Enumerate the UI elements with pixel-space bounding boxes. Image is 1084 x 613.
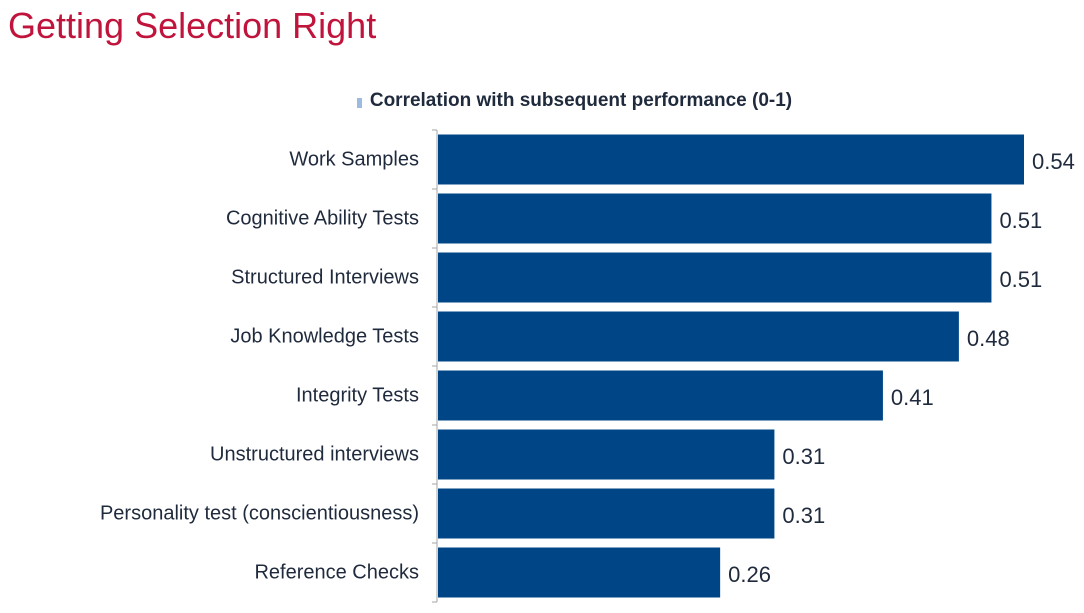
- data-label: 0.51: [999, 267, 1042, 292]
- category-label: Unstructured interviews: [210, 444, 419, 466]
- y-axis: [432, 129, 438, 603]
- data-label: 0.31: [782, 503, 825, 528]
- slide-title: Getting Selection Right: [8, 5, 377, 46]
- data-label: 0.51: [999, 208, 1042, 233]
- data-label: 0.41: [891, 385, 934, 410]
- category-label: Work Samples: [289, 149, 419, 171]
- data-label: 0.54: [1032, 149, 1075, 174]
- category-label: Reference Checks: [254, 562, 419, 584]
- bar: [438, 134, 1024, 185]
- category-labels: Work Samples Cognitive Ability Tests Struc…: [100, 149, 419, 584]
- bar: [438, 193, 992, 244]
- bar: [438, 429, 775, 480]
- data-label: 0.48: [967, 326, 1010, 351]
- bars: [438, 134, 1024, 598]
- data-label: 0.31: [782, 444, 825, 469]
- category-label: Job Knowledge Tests: [230, 326, 419, 348]
- chart-title-text: Correlation with subsequent performance …: [369, 90, 793, 111]
- data-label: 0.26: [728, 562, 771, 587]
- category-label: Personality test (conscientiousness): [100, 503, 419, 525]
- chart-title: Correlation with subsequent performance …: [0, 90, 1084, 112]
- category-label: Integrity Tests: [296, 385, 419, 407]
- bar: [438, 488, 775, 539]
- value-labels: 0.54 0.51 0.51 0.48 0.41 0.31 0.31 0.26: [728, 149, 1075, 587]
- bar: [438, 547, 721, 598]
- category-label: Structured Interviews: [231, 267, 419, 289]
- bar: [438, 370, 883, 421]
- bar: [438, 252, 992, 303]
- category-label: Cognitive Ability Tests: [226, 208, 419, 230]
- text-cursor-marker: [356, 98, 362, 108]
- bar: [438, 311, 959, 362]
